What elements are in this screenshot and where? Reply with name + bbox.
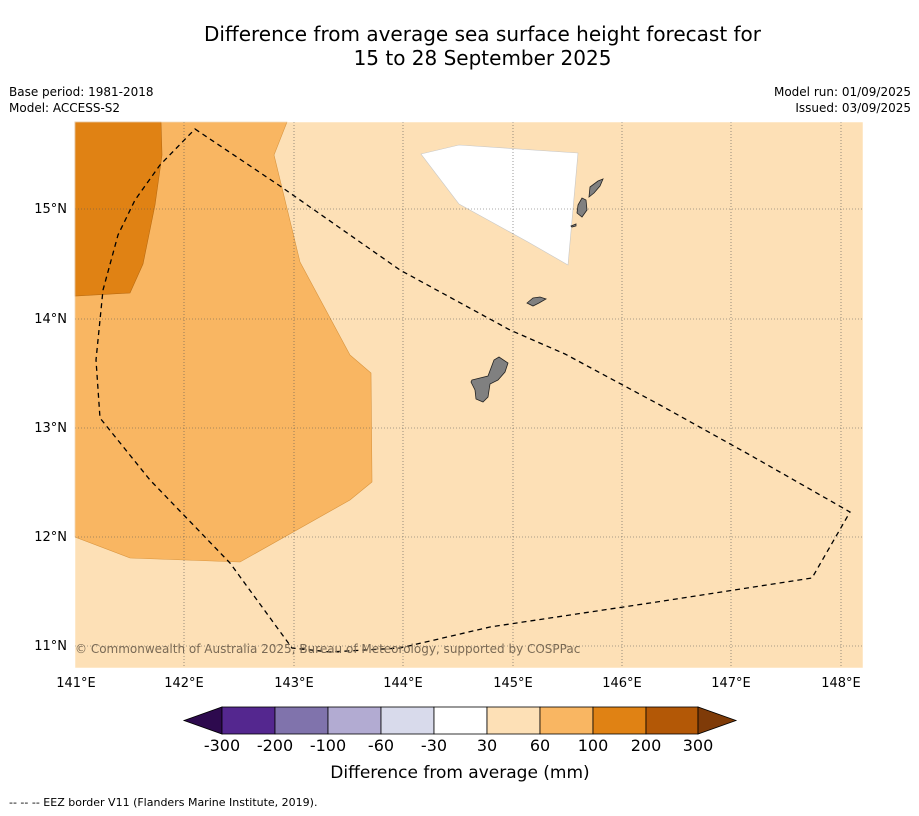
colorbar-tick-7: 60: [530, 736, 550, 755]
chart-title: Difference from average sea surface heig…: [0, 22, 919, 70]
colorbar-segment-9: [645, 706, 699, 735]
colorbar-ticks: -300 -200 -100 -60 -30 30 60 100 200 300: [204, 736, 713, 755]
island-guam: [470, 356, 509, 403]
lon-label-145: 145°E: [493, 676, 533, 691]
lat-labels: 15°N 14°N 13°N 12°N 11°N: [34, 202, 67, 654]
colorbar-tick-1: -300: [204, 736, 240, 755]
base-period-label: Base period: 1981-2018: [9, 85, 154, 99]
eez-border: [95, 128, 851, 653]
colorbar-segment-6: [486, 706, 541, 735]
map-frame: [74, 121, 864, 669]
island-saipan: [588, 178, 604, 198]
colorbar-tick-4: -60: [368, 736, 394, 755]
lat-label-15: 15°N: [34, 202, 67, 217]
colorbar-segment-8: [592, 706, 647, 735]
meta-left: Base period: 1981-2018 Model: ACCESS-S2: [9, 84, 154, 116]
colorbar-tick-9: 200: [631, 736, 662, 755]
colorbar-segment-3: [327, 706, 382, 735]
island-aguijan: [570, 223, 577, 228]
colorbar-high-extension: [697, 706, 738, 735]
model-run-label: Model run: 01/09/2025: [773, 85, 911, 99]
lat-label-14: 14°N: [34, 312, 67, 327]
lon-label-146: 146°E: [602, 676, 642, 691]
colorbar-low-extension: [182, 706, 223, 735]
colorbar-segment-2: [274, 706, 329, 735]
land: [470, 178, 604, 403]
colorbar: [182, 706, 738, 735]
lat-label-11: 11°N: [34, 639, 67, 654]
lat-label-13: 13°N: [34, 421, 67, 436]
colorbar-tick-2: -200: [257, 736, 293, 755]
lat-label-12: 12°N: [34, 530, 67, 545]
colorbar-tick-10: 300: [683, 736, 714, 755]
colorbar-tick-6: 30: [477, 736, 497, 755]
lon-label-147: 147°E: [711, 676, 751, 691]
lon-label-148: 148°E: [821, 676, 861, 691]
band-neutral: [420, 144, 579, 266]
title-line-1: Difference from average sea surface heig…: [203, 22, 762, 46]
colorbar-tick-3: -100: [310, 736, 346, 755]
colorbar-tick-8: 100: [578, 736, 609, 755]
colorbar-segment-5: [433, 706, 488, 735]
colorbar-segment-7: [539, 706, 594, 735]
lon-label-144: 144°E: [383, 676, 423, 691]
copyright-text: © Commonwealth of Australia 2025, Bureau…: [75, 642, 580, 656]
gridlines: [75, 122, 863, 668]
colorbar-label: Difference from average (mm): [330, 763, 589, 783]
colorbar-tick-5: -30: [421, 736, 447, 755]
lon-label-143: 143°E: [274, 676, 314, 691]
island-tinian: [576, 197, 588, 218]
issued-label: Issued: 03/09/2025: [795, 101, 911, 115]
band-100-200: [74, 121, 163, 297]
lon-label-141: 141°E: [56, 676, 96, 691]
title-line-2: 15 to 28 September 2025: [353, 46, 612, 70]
lon-labels: 141°E 142°E 143°E 144°E 145°E 146°E 147°…: [56, 676, 861, 691]
meta-right: Model run: 01/09/2025 Issued: 03/09/2025: [774, 84, 911, 116]
model-label: Model: ACCESS-S2: [9, 101, 121, 115]
island-rota: [526, 296, 547, 307]
lon-label-142: 142°E: [164, 676, 204, 691]
eez-footnote: -- -- -- EEZ border V11 (Flanders Marine…: [9, 796, 318, 809]
colorbar-segment-1: [221, 706, 276, 735]
colorbar-segment-4: [380, 706, 435, 735]
